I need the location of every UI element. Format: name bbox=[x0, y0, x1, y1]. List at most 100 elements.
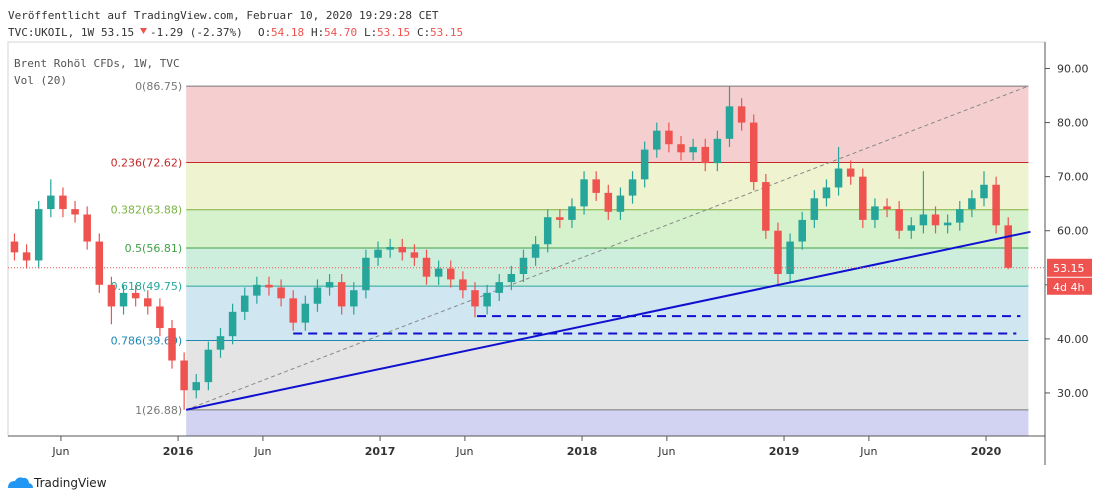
candle-body bbox=[653, 130, 661, 150]
ohlc-label: L: bbox=[364, 26, 377, 39]
candle-body bbox=[725, 106, 734, 139]
candle-body bbox=[131, 292, 140, 299]
candle-body bbox=[156, 306, 164, 329]
y-tick-label: 30.00 bbox=[1057, 387, 1089, 400]
x-tick-label: Jun bbox=[253, 445, 271, 458]
countdown: 4d 4h bbox=[1053, 281, 1084, 294]
candle-body bbox=[992, 184, 1000, 226]
candle-body bbox=[216, 336, 225, 350]
candle-body bbox=[665, 130, 673, 145]
candle-body bbox=[628, 179, 637, 196]
legend-vol: Vol (20) bbox=[14, 74, 67, 87]
x-tick-label: Jun bbox=[657, 445, 675, 458]
fib-zone bbox=[186, 286, 1029, 341]
x-tick-label: 2019 bbox=[769, 445, 800, 458]
brand: TradingView bbox=[33, 476, 107, 490]
candle-body bbox=[774, 230, 782, 274]
down-arrow bbox=[140, 28, 147, 34]
ohlc-label: H: bbox=[311, 26, 324, 39]
candle-body bbox=[943, 222, 952, 226]
candle-body bbox=[568, 206, 576, 220]
candle-body bbox=[689, 146, 697, 153]
fib-label: 0.618(49.75) bbox=[111, 280, 183, 293]
candle-body bbox=[301, 303, 310, 323]
x-tick-label: 2020 bbox=[971, 445, 1002, 458]
fib-label: 0(86.75) bbox=[135, 80, 182, 93]
ohlc-value: 54.70 bbox=[324, 26, 357, 39]
candle-body bbox=[459, 279, 467, 291]
y-tick-label: 80.00 bbox=[1057, 117, 1089, 130]
candle-body bbox=[350, 290, 358, 307]
last-price-label: 53.15 bbox=[1053, 262, 1085, 275]
fib-label: 0.786(39.69) bbox=[111, 335, 183, 348]
candle-body bbox=[471, 290, 479, 307]
legend-title: Brent Rohöl CFDs, 1W, TVC bbox=[14, 57, 180, 70]
candle-body bbox=[810, 198, 819, 220]
candle-body bbox=[83, 214, 91, 242]
candle-body bbox=[277, 287, 285, 299]
candle-body bbox=[398, 246, 407, 253]
candle-body bbox=[580, 179, 588, 207]
candle-body bbox=[10, 241, 19, 253]
trendline bbox=[185, 230, 1031, 411]
candle-body bbox=[362, 257, 370, 291]
candle-body bbox=[871, 206, 879, 220]
countdown-box bbox=[1047, 277, 1092, 295]
candle-body bbox=[204, 349, 213, 383]
candle-body bbox=[240, 295, 249, 312]
candle-body bbox=[495, 282, 503, 293]
candle-body bbox=[846, 168, 855, 177]
last-price: 53.15 bbox=[101, 26, 134, 39]
candle-body bbox=[119, 292, 128, 307]
candle-body bbox=[168, 328, 176, 361]
candle-body bbox=[22, 252, 31, 261]
candle-body bbox=[749, 122, 758, 183]
change: -1.29 (-2.37%) bbox=[150, 26, 243, 39]
candle-body bbox=[374, 249, 382, 258]
candle-body bbox=[616, 195, 625, 212]
candle-body bbox=[713, 138, 722, 164]
brand-logo: TradingView bbox=[8, 476, 107, 490]
candle-body bbox=[313, 287, 322, 304]
candle-body bbox=[192, 382, 201, 391]
candle-body bbox=[434, 268, 443, 277]
fib-diagonal bbox=[185, 85, 1029, 411]
candle-body bbox=[859, 176, 867, 220]
ohlc: O: 54.18 H: 54.70 L: 53.15 C: 53.15 bbox=[258, 26, 463, 39]
candle-body bbox=[980, 184, 988, 199]
fib-label: 0.236(72.62) bbox=[111, 156, 183, 169]
fib-zone bbox=[186, 209, 1029, 248]
x-tick-label: Jun bbox=[859, 445, 877, 458]
candle-body bbox=[59, 195, 67, 210]
candle-body bbox=[592, 179, 600, 193]
candle-body bbox=[180, 360, 188, 391]
ohlc-value: 53.15 bbox=[430, 26, 463, 39]
candle-body bbox=[483, 292, 491, 307]
candle-body bbox=[410, 252, 419, 258]
candle-body bbox=[737, 106, 746, 123]
candle-body bbox=[701, 146, 710, 164]
x-tick-label: 2018 bbox=[567, 445, 598, 458]
candle-body bbox=[834, 168, 843, 188]
candle-body bbox=[919, 214, 928, 226]
candle-body bbox=[325, 282, 334, 288]
candle-body bbox=[907, 225, 916, 231]
fib-label: 0.382(63.88) bbox=[111, 204, 183, 217]
candle-body bbox=[71, 209, 79, 215]
candle-body bbox=[556, 217, 564, 220]
candle-body bbox=[386, 246, 394, 250]
candle-body bbox=[228, 311, 237, 337]
candle-body bbox=[677, 144, 685, 153]
fib-label: 1(26.88) bbox=[135, 404, 182, 417]
candle-body bbox=[1004, 225, 1012, 268]
y-tick-label: 70.00 bbox=[1057, 171, 1089, 184]
candle-body bbox=[422, 257, 431, 277]
candle-body bbox=[507, 273, 516, 283]
candle-body bbox=[531, 244, 540, 258]
candle-body bbox=[253, 284, 261, 296]
y-tick-label: 90.00 bbox=[1057, 62, 1089, 75]
fib-zone bbox=[186, 409, 1029, 436]
candle-body bbox=[519, 257, 528, 274]
y-tick-label: 60.00 bbox=[1057, 225, 1089, 238]
fib-label: 0.5(56.81) bbox=[125, 242, 183, 255]
